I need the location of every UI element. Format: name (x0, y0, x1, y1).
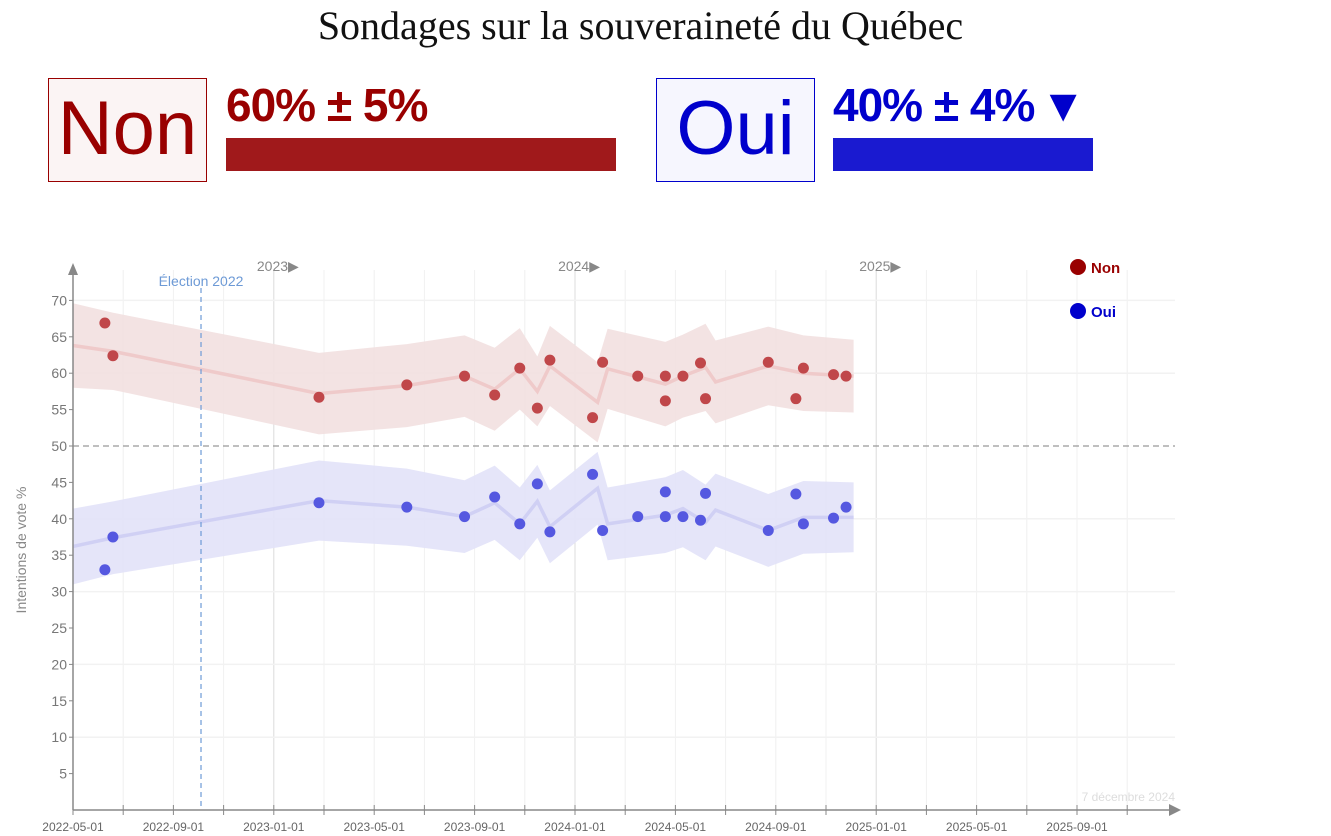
y-tick-label: 60 (51, 365, 67, 381)
data-point-oui (790, 488, 802, 500)
y-tick-label: 5 (59, 766, 67, 782)
data-point-non (107, 350, 119, 362)
oui-percentage: 40% ± 4% ▼ (833, 78, 1086, 132)
x-tick-label: 2024-01-01 (544, 820, 606, 834)
year-marker: 2024▶ (558, 258, 600, 274)
year-marker: 2023▶ (257, 258, 299, 274)
x-tick-label: 2022-05-01 (42, 820, 104, 834)
data-point-non (459, 370, 471, 382)
data-point-oui (797, 518, 809, 530)
non-label-box: Non (48, 78, 207, 182)
data-point-oui (632, 511, 644, 523)
y-tick-label: 35 (51, 547, 67, 563)
date-note: 7 décembre 2024 (1082, 790, 1176, 804)
data-point-non (762, 356, 774, 368)
data-point-oui (107, 531, 119, 543)
x-tick-label: 2023-09-01 (444, 820, 506, 834)
data-point-non (828, 369, 840, 381)
data-point-non (313, 391, 325, 403)
oui-percentage-text: 40% ± 4% (833, 79, 1035, 131)
data-point-oui (99, 564, 111, 576)
data-point-non (597, 356, 609, 368)
data-point-non (659, 395, 671, 407)
data-point-non (790, 393, 802, 405)
data-point-oui (677, 511, 689, 523)
data-point-oui (514, 518, 526, 530)
legend-marker-non (1070, 259, 1086, 275)
data-point-non (587, 412, 599, 424)
y-tick-label: 50 (51, 438, 67, 454)
data-point-oui (313, 497, 325, 509)
y-tick-label: 10 (51, 729, 67, 745)
data-point-oui (659, 486, 671, 498)
data-point-oui (544, 526, 556, 538)
x-tick-label: 2025-05-01 (946, 820, 1008, 834)
oui-bar (833, 138, 1093, 171)
non-bar (226, 138, 616, 171)
data-point-non (531, 402, 543, 414)
data-point-non (99, 317, 111, 329)
data-point-oui (459, 511, 471, 523)
legend-label-non: Non (1091, 260, 1120, 277)
data-point-non (632, 370, 644, 382)
data-point-non (677, 370, 689, 382)
data-point-oui (695, 514, 706, 526)
x-axis-arrow-icon (1169, 804, 1181, 816)
y-tick-label: 25 (51, 620, 67, 636)
data-point-non (514, 362, 526, 374)
y-tick-label: 30 (51, 584, 67, 600)
y-axis-arrow-icon (68, 263, 78, 275)
data-point-non (401, 379, 413, 391)
x-tick-label: 2024-05-01 (645, 820, 707, 834)
page-title: Sondages sur la souveraineté du Québec (317, 3, 964, 48)
x-tick-label: 2024-09-01 (745, 820, 807, 834)
x-tick-label: 2025-09-01 (1046, 820, 1108, 834)
y-tick-label: 45 (51, 474, 67, 490)
election-label: Élection 2022 (159, 273, 244, 289)
data-point-oui (531, 478, 543, 490)
data-point-oui (840, 501, 852, 513)
data-point-oui (828, 512, 840, 524)
x-tick-label: 2023-01-01 (243, 820, 305, 834)
data-point-oui (597, 524, 609, 536)
y-axis-label: Intentions de vote % (13, 487, 29, 614)
year-marker: 2025▶ (859, 258, 901, 274)
x-tick-label: 2025-01-01 (846, 820, 908, 834)
data-point-oui (659, 511, 671, 523)
legend-marker-oui (1070, 303, 1086, 319)
data-point-oui (489, 491, 501, 503)
data-point-non (489, 389, 501, 401)
trend-line-oui (72, 485, 854, 549)
legend-label-oui: Oui (1091, 304, 1116, 321)
oui-label-box: Oui (656, 78, 815, 182)
data-point-non (840, 370, 852, 382)
x-tick-label: 2023-05-01 (344, 820, 406, 834)
data-point-non (544, 354, 556, 366)
y-tick-label: 70 (51, 292, 67, 308)
trend-down-icon: ▼ (1040, 79, 1086, 131)
y-tick-label: 40 (51, 511, 67, 527)
data-point-non (700, 393, 712, 405)
data-point-non (797, 362, 809, 374)
y-tick-label: 55 (51, 402, 67, 418)
data-point-oui (762, 524, 774, 536)
data-point-oui (587, 468, 599, 480)
data-point-non (695, 357, 706, 369)
data-point-oui (401, 501, 413, 513)
y-tick-label: 65 (51, 329, 67, 345)
non-percentage: 60% ± 5% (226, 79, 428, 131)
data-point-non (659, 370, 671, 382)
trend-line-non (72, 343, 854, 406)
data-point-oui (700, 487, 712, 499)
y-tick-label: 20 (51, 656, 67, 672)
y-tick-label: 15 (51, 693, 67, 709)
x-tick-label: 2022-09-01 (143, 820, 205, 834)
